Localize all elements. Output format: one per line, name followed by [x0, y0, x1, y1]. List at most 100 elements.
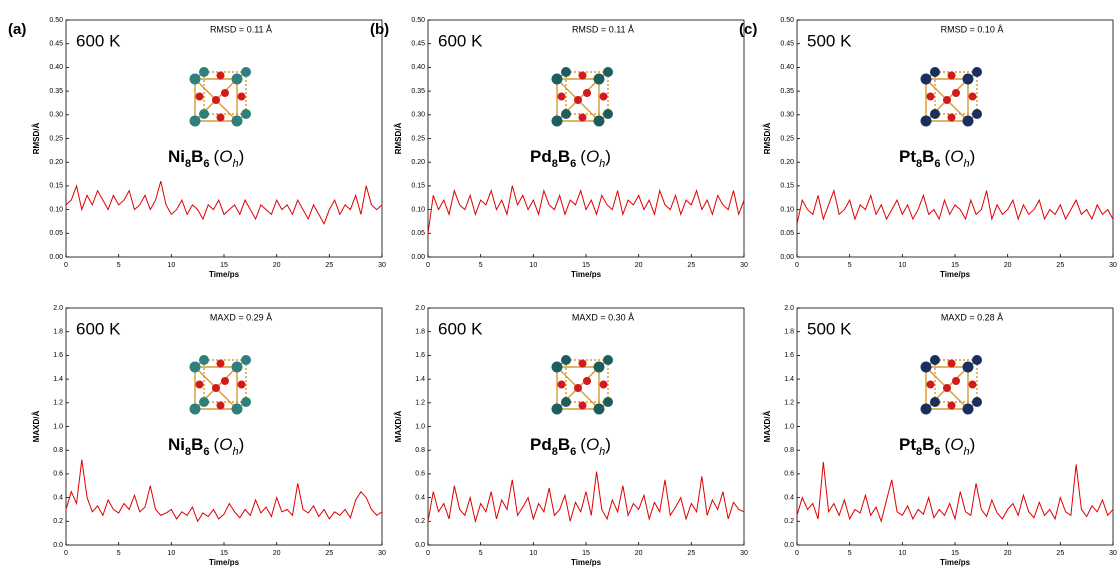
y-axis-label: MAXD/Å — [763, 411, 772, 443]
boron-atom — [212, 96, 220, 104]
boron-atom — [237, 92, 246, 101]
metal-atom — [603, 397, 613, 407]
metal-atom — [189, 403, 201, 415]
metal-atom — [920, 361, 932, 373]
y-tick-label: 1.0 — [784, 423, 794, 430]
metric-annotation: RMSD = 0.10 Å — [941, 24, 1004, 34]
y-tick-label: 1.6 — [784, 352, 794, 359]
molecule-part: O — [219, 147, 232, 166]
boron-atom — [578, 71, 587, 80]
x-tick-label: 0 — [64, 550, 68, 557]
metal-atom — [551, 361, 563, 373]
metric-annotation: MAXD = 0.30 Å — [572, 312, 634, 322]
x-tick-label: 10 — [898, 550, 906, 557]
y-tick-label: 0.4 — [415, 494, 425, 501]
molecule-part: 8 — [916, 446, 922, 458]
metal-atom — [593, 403, 605, 415]
y-tick-label: 0.0 — [53, 542, 63, 549]
y-tick-label: 0.2 — [415, 518, 425, 525]
molecule-part: 8 — [185, 446, 191, 458]
molecule-part: ) — [970, 147, 976, 166]
x-tick-label: 25 — [687, 262, 695, 269]
x-tick-label: 30 — [740, 262, 748, 269]
metal-atom — [962, 73, 974, 85]
molecule-part: ) — [605, 147, 611, 166]
panel-label: (b) — [370, 21, 389, 38]
molecule-part: 6 — [934, 158, 940, 170]
boron-atom — [212, 384, 220, 392]
molecule-part: ) — [970, 435, 976, 454]
metal-atom — [561, 109, 571, 119]
y-tick-label: 1.2 — [784, 400, 794, 407]
y-tick-label: 0.30 — [411, 112, 425, 119]
x-tick-label: 15 — [951, 550, 959, 557]
x-tick-label: 5 — [117, 262, 121, 269]
boron-atom — [578, 401, 587, 410]
boron-atom — [221, 89, 229, 97]
plot-frame — [796, 19, 1114, 258]
y-tick-label: 0.8 — [415, 447, 425, 454]
boron-atom — [237, 380, 246, 389]
metal-atom — [920, 115, 932, 127]
molecule-part: O — [586, 147, 599, 166]
metal-atom — [561, 67, 571, 77]
molecule-part: h — [232, 446, 238, 458]
metal-atom — [561, 355, 571, 365]
x-tick-label: 10 — [529, 550, 537, 557]
boron-atom — [952, 89, 960, 97]
metal-atom — [972, 67, 982, 77]
x-tick-label: 5 — [479, 262, 483, 269]
x-tick-label: 10 — [529, 262, 537, 269]
y-tick-label: 1.8 — [784, 329, 794, 336]
metal-atom — [593, 115, 605, 127]
metal-atom — [603, 355, 613, 365]
molecule-part: 8 — [185, 158, 191, 170]
y-tick-label: 0.8 — [53, 447, 63, 454]
x-tick-label: 30 — [378, 262, 386, 269]
y-tick-label: 1.0 — [415, 423, 425, 430]
boron-atom — [195, 380, 204, 389]
molecule-part: ( — [580, 435, 586, 454]
y-tick-label: 0.30 — [49, 112, 63, 119]
cluster-icon — [189, 355, 251, 415]
x-tick-label: 15 — [582, 262, 590, 269]
y-tick-label: 0.40 — [780, 64, 794, 71]
metal-atom — [962, 361, 974, 373]
temperature: 600 K — [76, 31, 121, 50]
boron-atom — [599, 92, 608, 101]
metal-atom — [199, 109, 209, 119]
boron-atom — [557, 380, 566, 389]
y-tick-label: 0.6 — [784, 471, 794, 478]
molecule-part: O — [950, 147, 963, 166]
molecule-part: h — [963, 158, 969, 170]
x-axis-label: Time/ps — [571, 270, 602, 279]
molecule-label: Pt8B6 (Oh) — [899, 147, 975, 169]
metal-atom — [593, 361, 605, 373]
y-tick-label: 0.20 — [411, 159, 425, 166]
y-tick-label: 0.00 — [49, 254, 63, 261]
metal-atom — [972, 397, 982, 407]
y-tick-label: 2.0 — [415, 305, 425, 312]
y-tick-label: 1.4 — [53, 376, 63, 383]
x-tick-label: 15 — [220, 262, 228, 269]
x-tick-label: 5 — [479, 550, 483, 557]
molecule-part: B — [191, 147, 203, 166]
molecule-part: h — [963, 446, 969, 458]
metal-atom — [962, 403, 974, 415]
y-tick-label: 0.00 — [411, 254, 425, 261]
molecule-part: ( — [214, 435, 220, 454]
x-axis-label: Time/ps — [209, 270, 240, 279]
molecule-part: 6 — [934, 446, 940, 458]
x-tick-label: 10 — [898, 262, 906, 269]
y-tick-label: 0.6 — [415, 471, 425, 478]
y-tick-label: 0.0 — [784, 542, 794, 549]
panel-label: (c) — [739, 21, 757, 38]
x-tick-label: 0 — [426, 262, 430, 269]
molecule-part: h — [599, 446, 605, 458]
y-tick-label: 0.35 — [780, 88, 794, 95]
metal-atom — [241, 109, 251, 119]
y-tick-label: 0.05 — [411, 230, 425, 237]
x-tick-label: 0 — [795, 550, 799, 557]
panel-label: (a) — [8, 21, 26, 38]
